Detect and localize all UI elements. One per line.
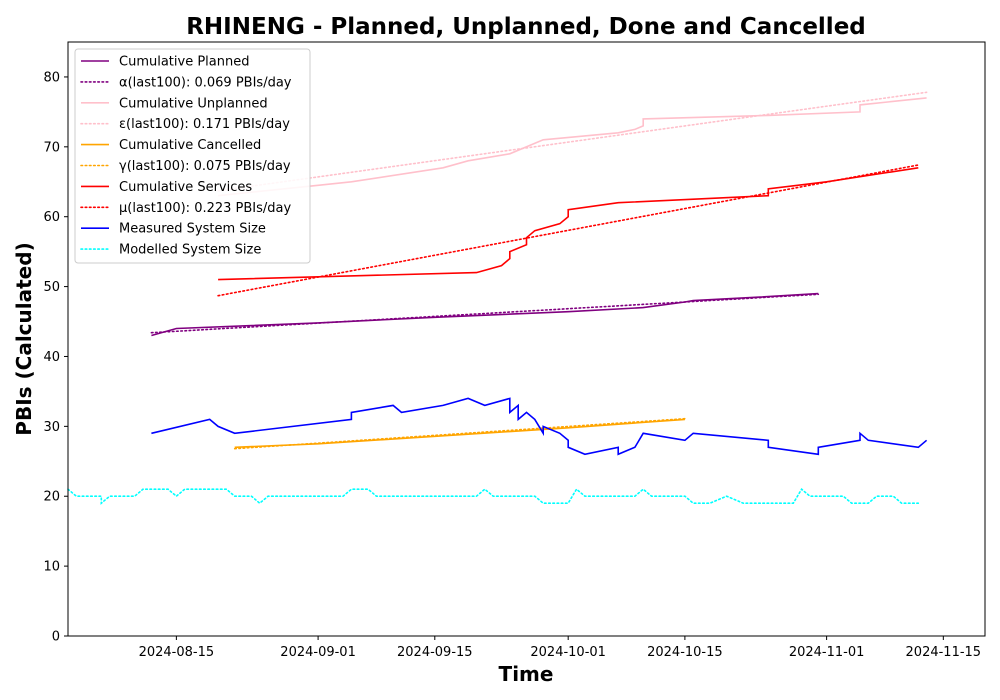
x-tick-label: 2024-11-15 — [906, 645, 982, 660]
legend-entry-label: γ(last100): 0.075 PBIs/day — [119, 159, 291, 174]
y-tick-label: 40 — [43, 350, 60, 365]
y-tick-label: 30 — [43, 420, 60, 435]
legend-entry-label: μ(last100): 0.223 PBIs/day — [119, 201, 291, 216]
series-line-5 — [235, 419, 685, 449]
series-line-3 — [218, 92, 927, 191]
legend-entry-label: Cumulative Cancelled — [119, 138, 261, 153]
y-tick-label: 80 — [43, 70, 60, 85]
y-tick-label: 0 — [52, 630, 60, 645]
legend-entry-label: Cumulative Services — [119, 180, 252, 195]
x-tick-label: 2024-08-15 — [139, 645, 215, 660]
legend-entry-label: α(last100): 0.069 PBIs/day — [119, 75, 292, 90]
x-tick-label: 2024-10-01 — [530, 645, 606, 660]
y-axis-label: PBIs (Calculated) — [12, 242, 36, 435]
series-line-1 — [151, 294, 818, 332]
legend-entry-label: Measured System Size — [119, 222, 266, 237]
legend-entry-label: Cumulative Planned — [119, 55, 249, 70]
y-tick-label: 60 — [43, 210, 60, 225]
y-tick-label: 20 — [43, 490, 60, 505]
y-tick-label: 70 — [43, 140, 60, 155]
legend-entry-label: ε(last100): 0.171 PBIs/day — [119, 117, 290, 132]
x-tick-label: 2024-09-01 — [280, 645, 356, 660]
series-line-2 — [218, 98, 927, 196]
chart-title: RHINENG - Planned, Unplanned, Done and C… — [186, 14, 866, 40]
series-line-9 — [68, 489, 918, 503]
y-tick-label: 50 — [43, 280, 60, 295]
x-tick-label: 2024-11-01 — [789, 645, 865, 660]
legend-entry-label: Cumulative Unplanned — [119, 96, 268, 111]
legend: Cumulative Planned α(last100): 0.069 PBIs… — [75, 49, 310, 263]
x-axis-label: Time — [499, 662, 554, 686]
x-tick-label: 2024-09-15 — [397, 645, 473, 660]
y-tick-label: 10 — [43, 560, 60, 575]
x-tick-label: 2024-10-15 — [647, 645, 723, 660]
legend-entry-label: Modelled System Size — [119, 243, 261, 258]
